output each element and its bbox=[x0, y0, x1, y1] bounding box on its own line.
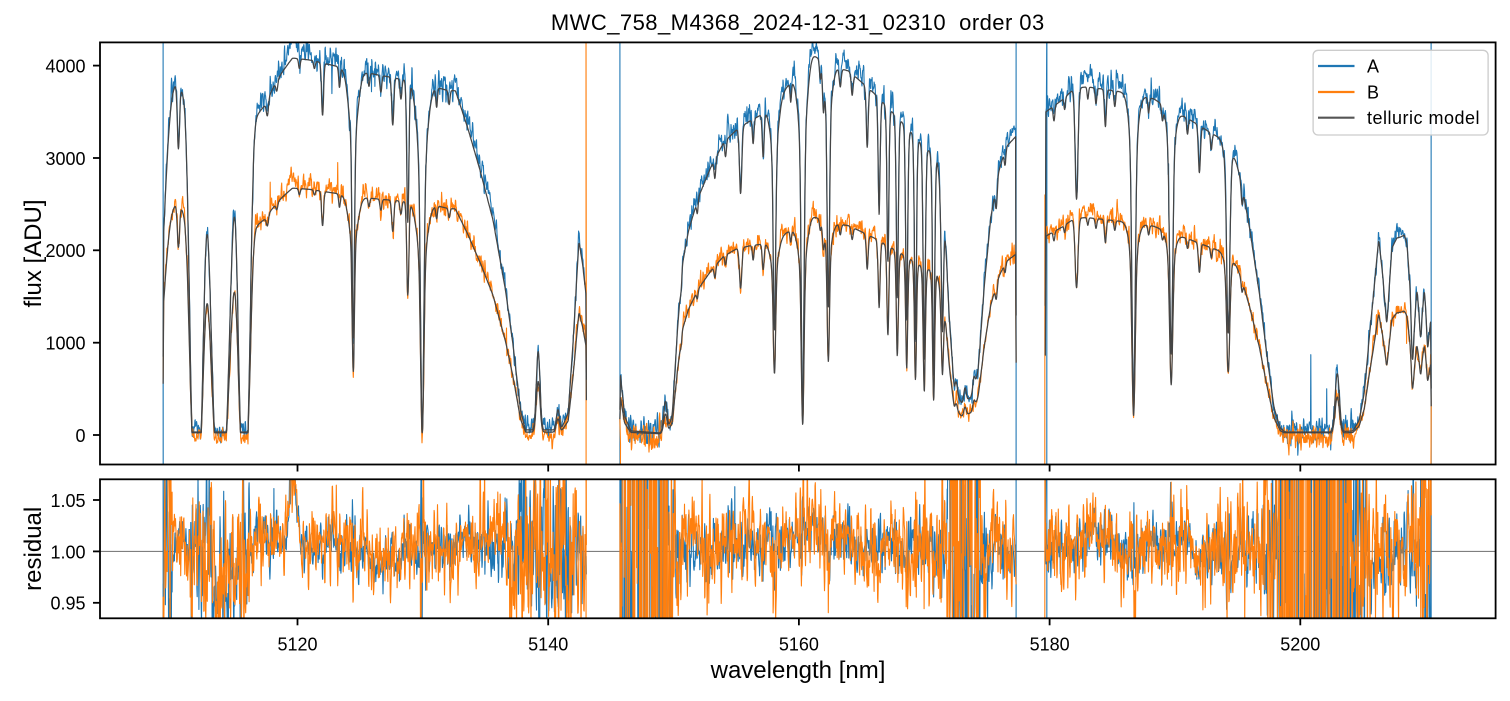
svg-text:5140: 5140 bbox=[528, 635, 568, 655]
svg-text:5160: 5160 bbox=[779, 635, 819, 655]
svg-text:telluric model: telluric model bbox=[1367, 108, 1480, 128]
svg-text:5120: 5120 bbox=[277, 635, 317, 655]
svg-text:1.00: 1.00 bbox=[50, 542, 85, 562]
svg-text:B: B bbox=[1367, 82, 1380, 102]
svg-text:flux [ADU]: flux [ADU] bbox=[20, 199, 47, 307]
svg-text:5180: 5180 bbox=[1030, 635, 1070, 655]
svg-text:0: 0 bbox=[75, 426, 85, 446]
svg-text:1000: 1000 bbox=[45, 334, 85, 354]
svg-text:3000: 3000 bbox=[45, 149, 85, 169]
svg-text:5200: 5200 bbox=[1280, 635, 1320, 655]
svg-text:0.95: 0.95 bbox=[50, 594, 85, 614]
svg-text:2000: 2000 bbox=[45, 241, 85, 261]
svg-text:1.05: 1.05 bbox=[50, 491, 85, 511]
svg-text:A: A bbox=[1367, 56, 1380, 76]
svg-text:MWC_758_M4368_2024-12-31_02310: MWC_758_M4368_2024-12-31_02310 order 03 bbox=[551, 10, 1045, 35]
svg-text:residual: residual bbox=[20, 507, 47, 591]
svg-text:4000: 4000 bbox=[45, 57, 85, 77]
svg-text:wavelength [nm]: wavelength [nm] bbox=[710, 657, 886, 684]
